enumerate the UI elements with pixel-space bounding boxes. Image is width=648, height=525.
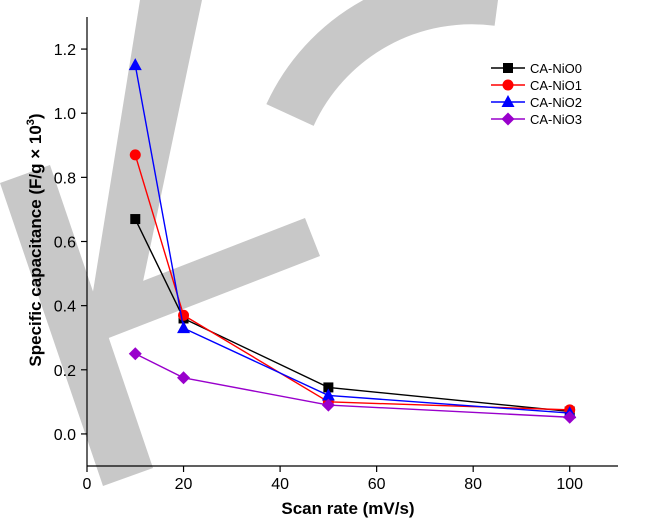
watermark-a-crossbar: [55, 218, 320, 353]
y-axis-title-close: ): [26, 113, 45, 119]
y-ticks: 0.0 0.2 0.4 0.6 0.8 1.0 1.2: [54, 42, 87, 444]
data-point: [128, 347, 142, 361]
legend-item: CA-NiO2: [491, 95, 582, 110]
legend-label: CA-NiO3: [530, 112, 582, 127]
data-point: [563, 410, 577, 424]
data-point: [323, 382, 334, 393]
y-axis-title-superscript: 3: [25, 119, 37, 125]
data-point: [129, 149, 141, 161]
x-tick-label: 0: [83, 476, 92, 493]
legend-marker: [503, 63, 513, 73]
series-ca-nio3: [128, 347, 577, 424]
legend-item: CA-NiO1: [491, 78, 582, 93]
x-tick-label: 100: [556, 476, 583, 493]
series-ca-nio2: [128, 58, 577, 419]
watermark-c-arc: [266, 0, 498, 127]
data-point: [321, 388, 335, 401]
y-tick-label: 1.2: [54, 42, 76, 59]
data-point: [177, 321, 191, 334]
series-line: [134, 353, 570, 418]
legend-label: CA-NiO0: [530, 61, 582, 76]
x-tick-label: 40: [271, 476, 289, 493]
series-line: [134, 64, 570, 414]
legend-marker: [501, 95, 515, 107]
y-axis-title-main: Specific capacitance (F/g × 10: [26, 125, 45, 366]
series-line: [134, 218, 570, 413]
legend-label: CA-NiO1: [530, 78, 582, 93]
y-tick-label: 0.8: [54, 170, 76, 187]
x-axis-title: Scan rate (mV/s): [281, 499, 414, 518]
legend-marker: [501, 112, 515, 126]
series-line: [134, 154, 570, 411]
data-point: [128, 58, 142, 71]
data-point: [130, 214, 141, 225]
y-axis-title: Specific capacitance (F/g × 103): [25, 113, 45, 366]
y-tick-label: 1.0: [54, 106, 76, 123]
x-ticks: 0 20 40 60 80 100: [83, 466, 583, 493]
legend-item: CA-NiO0: [491, 61, 582, 76]
series-ca-nio0: [130, 214, 575, 417]
legend-item: CA-NiO3: [491, 112, 582, 127]
legend-marker: [502, 79, 514, 91]
data-point: [178, 309, 190, 321]
legend: CA-NiO0 CA-NiO1 CA-NiO2 CA-NiO3: [491, 61, 582, 127]
watermark-a-right-stroke: [86, 0, 202, 335]
legend-label: CA-NiO2: [530, 95, 582, 110]
series-layer: [128, 58, 577, 424]
watermark: [0, 0, 498, 486]
y-tick-label: 0.6: [54, 235, 76, 252]
y-tick-label: 0.2: [54, 363, 76, 380]
data-point: [321, 398, 335, 412]
data-point: [177, 371, 191, 385]
y-tick-label: 0.0: [54, 427, 76, 444]
x-tick-label: 60: [368, 476, 386, 493]
y-tick-label: 0.4: [54, 299, 76, 316]
x-tick-label: 20: [175, 476, 193, 493]
x-tick-label: 80: [464, 476, 482, 493]
